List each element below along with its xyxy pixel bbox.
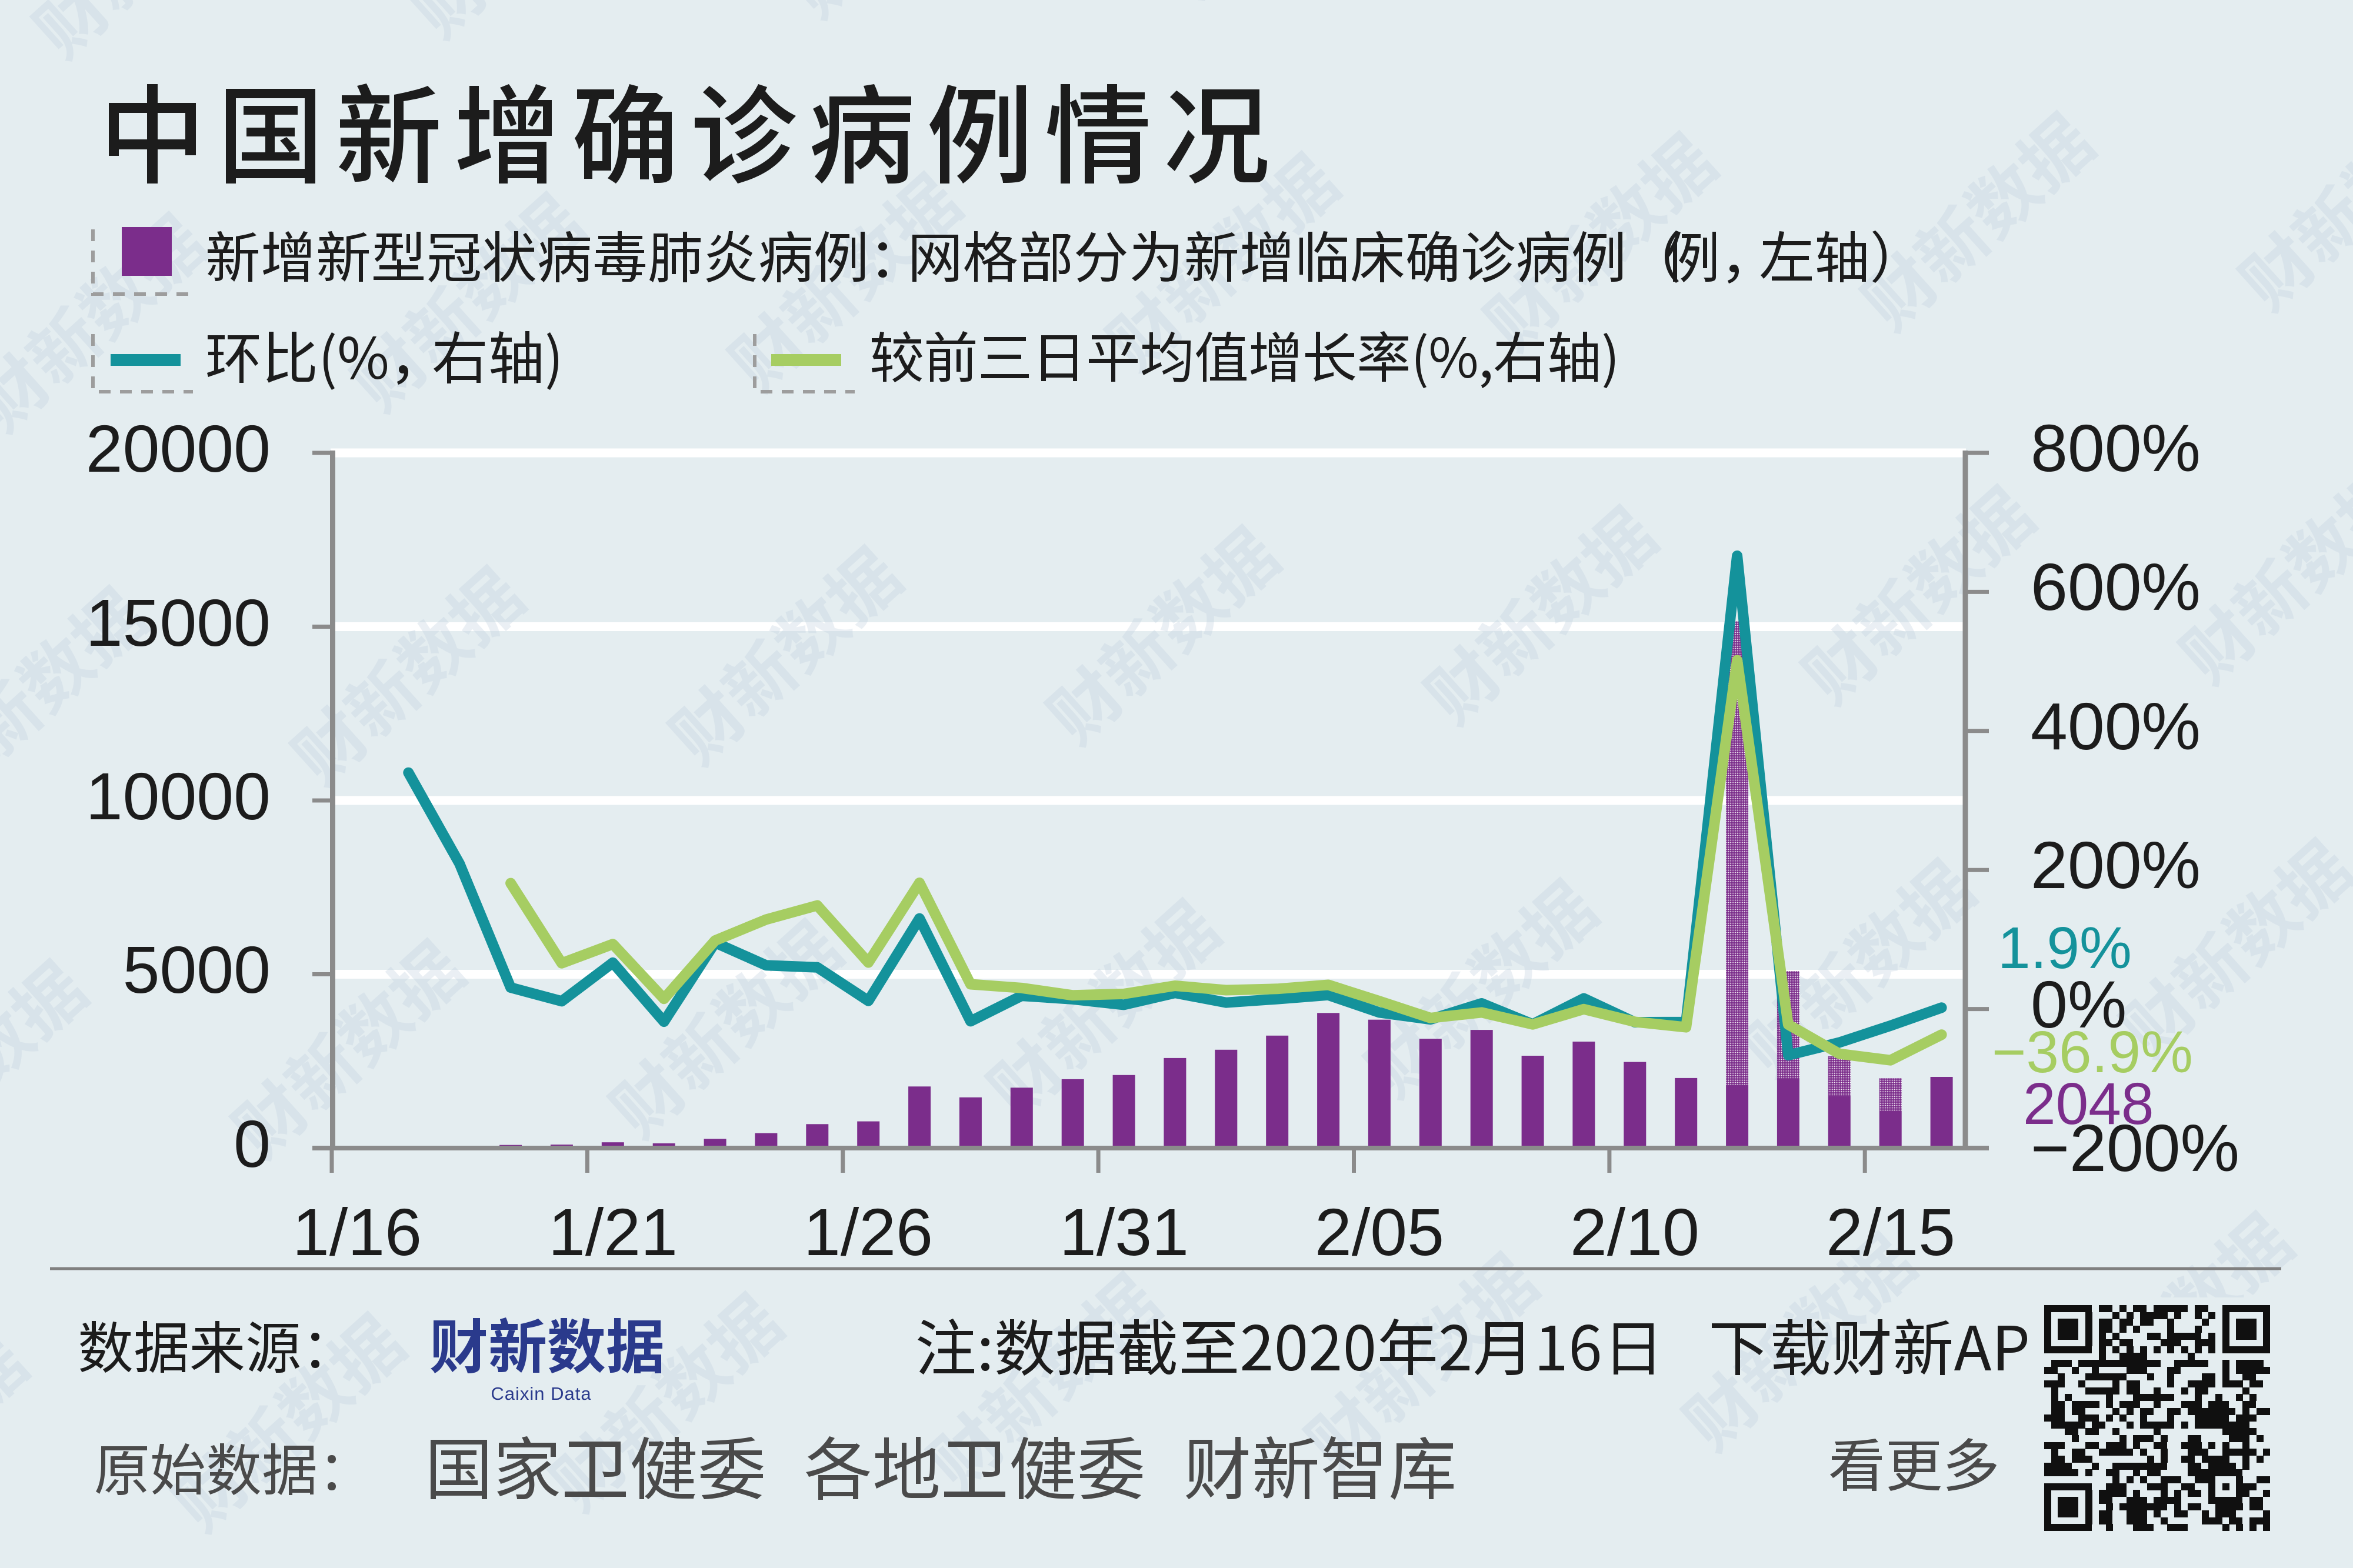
svg-text:10000: 10000: [86, 759, 271, 833]
svg-text:1/31: 1/31: [1059, 1195, 1189, 1269]
svg-text:1/16: 1/16: [292, 1195, 422, 1269]
svg-text:400%: 400%: [2031, 689, 2201, 763]
svg-text:15000: 15000: [86, 586, 271, 660]
svg-text:Caixin Data: Caixin Data: [491, 1383, 591, 1404]
svg-text:1/26: 1/26: [804, 1195, 933, 1269]
svg-text:20000: 20000: [86, 412, 271, 486]
svg-text:2/10: 2/10: [1570, 1195, 1699, 1269]
svg-text:−200%: −200%: [2031, 1111, 2239, 1185]
svg-text:200%: 200%: [2031, 828, 2201, 902]
svg-text:0: 0: [234, 1107, 271, 1181]
svg-text:2/15: 2/15: [1826, 1195, 1955, 1269]
svg-text:2/05: 2/05: [1315, 1195, 1444, 1269]
svg-text:800%: 800%: [2031, 411, 2201, 485]
svg-text:5000: 5000: [123, 933, 271, 1007]
svg-text:1.9%: 1.9%: [1998, 915, 2132, 981]
svg-text:600%: 600%: [2031, 550, 2201, 624]
svg-text:2048: 2048: [2023, 1071, 2154, 1137]
svg-text:−36.9%: −36.9%: [1992, 1019, 2193, 1085]
svg-text:0%: 0%: [2031, 968, 2127, 1042]
svg-text:1/21: 1/21: [548, 1195, 678, 1269]
